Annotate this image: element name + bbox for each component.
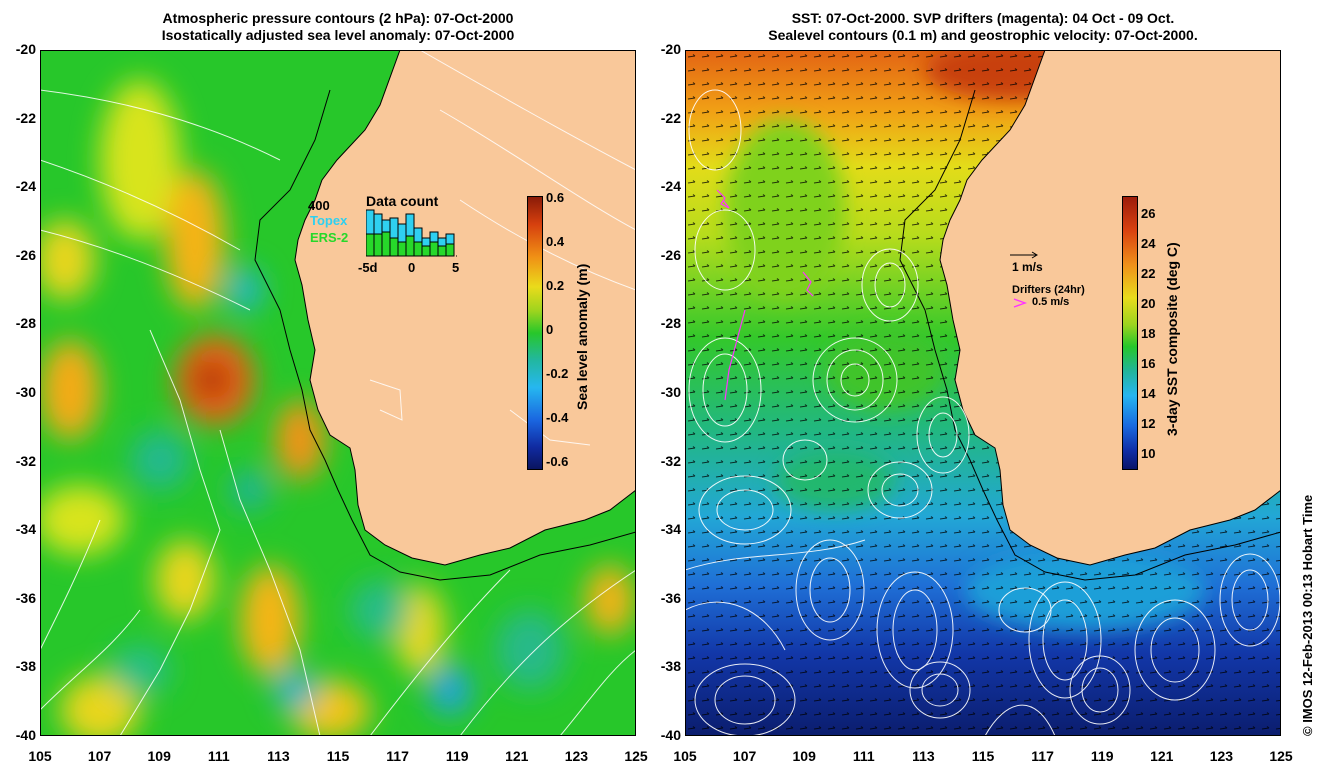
sst-tick: 22 [1141, 266, 1156, 281]
longitude-tick: 107 [732, 748, 757, 764]
left-title-line2: Isostatically adjusted sea level anomaly… [161, 27, 515, 43]
longitude-tick: 109 [792, 748, 816, 764]
longitude-tick: 115 [326, 748, 350, 764]
longitude-tick: 107 [87, 748, 112, 764]
latitude-tick: -40 [660, 727, 681, 743]
latitude-tick: -32 [15, 452, 36, 469]
latitude-tick: -32 [660, 452, 681, 469]
latitude-tick: -24 [15, 178, 36, 195]
drifter-scale-arrow [1013, 298, 1028, 308]
sst-colorbar-label: 3-day SST composite (deg C) [1164, 242, 1180, 436]
longitude-tick: 111 [852, 748, 875, 764]
drifter-speed-label: 0.5 m/s [1032, 296, 1070, 308]
latitude-tick: -26 [660, 246, 681, 263]
sla-tick: 0 [546, 322, 554, 337]
sst-tick: 10 [1141, 446, 1156, 461]
sla-tick: 0.4 [546, 234, 565, 249]
longitude-tick: 105 [673, 748, 697, 764]
latitude-tick: -38 [660, 658, 681, 675]
left-title-line1: Atmospheric pressure contours (2 hPa): 0… [162, 10, 514, 26]
sea-level-colorbar-label: Sea level anomaly (m) [574, 263, 590, 410]
latitude-tick: -36 [15, 589, 36, 606]
velocity-scale-arrow [1010, 251, 1038, 259]
longitude-tick: 123 [564, 748, 589, 764]
sst-tick: 20 [1141, 296, 1156, 311]
latitude-tick: -30 [15, 384, 36, 400]
histogram-tick-minus5: -5d [358, 260, 378, 275]
histogram-tick-5: 5 [452, 260, 460, 275]
data-count-histogram [366, 209, 458, 257]
coastline [294, 50, 636, 566]
latitude-tick: -30 [660, 384, 681, 400]
longitude-tick: 123 [1209, 748, 1234, 764]
latitude-tick: -22 [15, 109, 36, 126]
shelf-break [254, 89, 636, 581]
sla-tick: -0.2 [546, 366, 569, 381]
right-title-line1: SST: 07-Oct-2000. SVP drifters (magenta)… [791, 10, 1175, 26]
sea-level-colorbar-ticks: 0.6 0.4 0.2 0 -0.2 -0.4 -0.6 [546, 190, 586, 480]
longitude-tick: 125 [624, 748, 648, 764]
sst-tick: 16 [1141, 356, 1156, 371]
latitude-tick: -24 [660, 178, 681, 195]
sst-colorbar-ticks: 26 24 22 20 18 16 14 12 10 [1141, 200, 1171, 480]
latitude-tick: -28 [660, 315, 681, 332]
latitude-tick: -26 [15, 246, 36, 263]
latitude-tick: -34 [15, 521, 36, 538]
australia-landmass [940, 50, 1281, 565]
credit-text: © IMOS 12-Feb-2013 00:13 Hobart Time [1300, 494, 1315, 736]
data-count-inset: 400 Data count Topex ERS-2 -5d 0 5 [300, 190, 470, 280]
sst-tick: 12 [1141, 416, 1156, 431]
latitude-tick: -34 [660, 521, 681, 538]
longitude-tick: 117 [386, 748, 409, 764]
sea-level-anomaly-blobs [40, 80, 635, 736]
latitude-tick: -38 [15, 658, 36, 675]
longitude-tick: 111 [207, 748, 230, 764]
longitude-tick: 119 [445, 748, 469, 764]
latitude-tick: -28 [15, 315, 36, 332]
drifter-tracks [716, 189, 814, 401]
sst-tick: 18 [1141, 326, 1156, 341]
longitude-tick: 121 [1150, 748, 1174, 764]
sla-tick: 0.6 [546, 190, 565, 205]
coastline [939, 50, 1281, 566]
longitude-tick: 121 [505, 748, 529, 764]
latitude-tick: -20 [15, 41, 36, 57]
histogram-tick-0: 0 [408, 260, 416, 275]
histogram-bars [366, 209, 455, 257]
sst-colorbar [1122, 196, 1138, 470]
right-map-plot [685, 50, 1281, 736]
sst-tick: 24 [1141, 236, 1156, 251]
topex-label: Topex [310, 213, 348, 228]
longitude-tick: 105 [28, 748, 52, 764]
sealevel-contours [685, 89, 1281, 736]
sla-tick: 0.2 [546, 278, 565, 293]
longitude-tick: 117 [1031, 748, 1054, 764]
shelf-break [899, 89, 1281, 581]
longitude-tick: 113 [912, 748, 935, 764]
data-count-title: Data count [366, 193, 439, 209]
pressure-contours [40, 50, 636, 736]
latitude-tick: -20 [660, 41, 681, 57]
longitude-tick: 119 [1090, 748, 1114, 764]
left-map-title: Atmospheric pressure contours (2 hPa): 0… [40, 10, 636, 44]
latitude-tick: -40 [15, 727, 36, 743]
ers2-label: ERS-2 [310, 230, 349, 245]
drifters-legend-label: Drifters (24hr) [1012, 284, 1085, 296]
longitude-tick: 125 [1269, 748, 1293, 764]
longitude-tick: 115 [971, 748, 995, 764]
sea-level-colorbar [527, 196, 543, 470]
longitude-tick: 109 [147, 748, 171, 764]
latitude-tick: -36 [660, 589, 681, 606]
latitude-tick: -22 [660, 109, 681, 126]
right-map-title: SST: 07-Oct-2000. SVP drifters (magenta)… [685, 10, 1281, 44]
sst-tick: 26 [1141, 206, 1156, 221]
sla-tick: -0.4 [546, 410, 569, 425]
velocity-scale-label: 1 m/s [1012, 260, 1043, 274]
data-count-number: 400 [308, 198, 330, 213]
longitude-tick: 113 [267, 748, 290, 764]
sla-tick: -0.6 [546, 454, 569, 469]
right-title-line2: Sealevel contours (0.1 m) and geostrophi… [768, 27, 1198, 43]
sst-tick: 14 [1141, 386, 1156, 401]
